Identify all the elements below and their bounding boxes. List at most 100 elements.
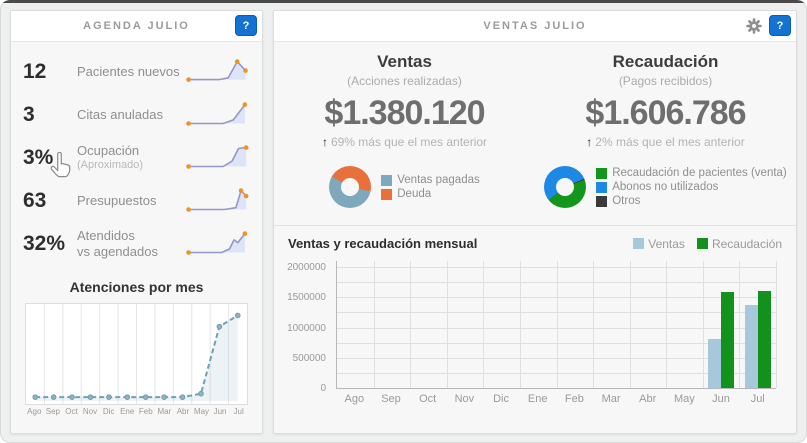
ventas-subheading: (Acciones realizadas) (347, 74, 462, 88)
month-label: Nov (82, 407, 98, 416)
month-label: Feb (564, 393, 584, 405)
ventas-donut-group: Ventas pagadas Deuda (274, 163, 535, 211)
month-label: Dic (102, 407, 115, 416)
y-tick-label: 0 (320, 383, 326, 394)
metric-value: 12 (23, 59, 47, 83)
agenda-panel: AGENDA JULIO ? 12 Pacientes nuevos 3 Cit… (10, 10, 263, 434)
metric-pacientes-nuevos: 12 Pacientes nuevos (11, 50, 262, 93)
gridline (446, 261, 448, 388)
legend-label: Recaudación de pacientes (venta) (612, 167, 787, 179)
legend-item: Otros (596, 195, 787, 207)
sparkline-chart (186, 101, 250, 129)
month-label: Oct (65, 407, 78, 416)
legend-label: Deuda (397, 188, 432, 200)
bar-ventas-jun (708, 339, 722, 388)
recaudacion-donut-chart (544, 166, 587, 208)
legend-item: Recaudación (696, 236, 782, 251)
metric-label: Atendidos vs agendados (77, 227, 158, 259)
month-label: Mar (157, 407, 172, 416)
monthly-section-header: Ventas y recaudación mensual Ventas Recau… (274, 226, 796, 253)
bar-ventas-jul (744, 304, 758, 388)
gridline (702, 261, 704, 388)
up-arrow-icon: ↑ (321, 135, 328, 149)
legend-swatch (633, 238, 645, 249)
legend-label: Recaudación (711, 236, 782, 251)
metric-value: 3 (23, 102, 35, 126)
donuts-row: Ventas pagadas Deuda Recaudación de pacie… (274, 163, 796, 211)
bar-recaudación-jun (721, 292, 735, 388)
legend-label: Abonos no utilizados (612, 181, 719, 193)
monthly-bar-chart: 0 500000 1000000 1500000 2000000 Ago Sep Oct No… (287, 257, 782, 407)
legend-swatch (696, 238, 708, 249)
month-label: Jul (233, 407, 244, 416)
month-label: May (673, 393, 695, 405)
sparkline-chart (186, 144, 250, 172)
recaudacion-delta: ↑ 2% más que el mes anterior (586, 135, 745, 149)
mouse-cursor-pointer (50, 152, 71, 178)
legend-label: Otros (612, 195, 641, 207)
bar-chart-legend: Ventas Recaudación (633, 237, 782, 251)
summary-row: Ventas (Acciones realizadas) $1.380.120 … (274, 52, 796, 149)
month-label: Ene (527, 393, 548, 405)
month-label: Jul (750, 393, 765, 405)
recaudacion-amount: $1.606.786 (585, 94, 746, 132)
legend-item: Abonos no utilizados (596, 181, 787, 193)
metric-presupuestos: 63 Presupuestos (11, 179, 262, 222)
ventas-help-button[interactable]: ? (769, 15, 791, 36)
agenda-help-button[interactable]: ? (235, 15, 257, 36)
legend-item: Recaudación de pacientes (venta) (596, 167, 787, 179)
ventas-summary: Ventas (Acciones realizadas) $1.380.120 … (274, 52, 535, 149)
settings-gear-icon[interactable] (746, 18, 762, 34)
recaudacion-heading: Recaudación (612, 52, 719, 71)
sparkline-chart (186, 187, 250, 215)
legend-swatch (596, 195, 608, 207)
metric-label: Pacientes nuevos (77, 63, 180, 79)
gridline (556, 261, 558, 388)
gridline (373, 261, 375, 388)
gridline (629, 261, 631, 388)
ventas-delta: ↑ 69% más que el mes anterior (321, 135, 488, 149)
month-label: Jun (712, 393, 730, 405)
y-tick-label: 500000 (292, 352, 326, 364)
monthly-chart-title: Ventas y recaudación mensual (288, 236, 478, 251)
month-label: Abr (639, 393, 657, 405)
recaudacion-donut-legend: Recaudación de pacientes (venta) Abonos n… (596, 165, 787, 209)
recaudacion-summary: Recaudación (Pagos recibidos) $1.606.786… (535, 52, 796, 149)
agenda-panel-header: AGENDA JULIO ? (11, 11, 262, 42)
ventas-panel-title: VENTAS JULIO (483, 20, 587, 32)
y-tick-label: 1500000 (287, 292, 326, 304)
legend-swatch (596, 167, 608, 179)
metric-label: Presupuestos (77, 192, 157, 208)
metric-value: 32% (23, 231, 66, 255)
ventas-donut-legend: Ventas pagadas Deuda (381, 172, 480, 202)
month-label: Feb (138, 407, 153, 416)
sparkline-chart (186, 230, 250, 258)
gridline (410, 261, 412, 388)
metric-citas-anuladas: 3 Citas anuladas (11, 93, 262, 136)
recaudacion-subheading: (Pagos recibidos) (618, 74, 713, 88)
bar-chart-y-labels: 0 500000 1000000 1500000 2000000 (287, 261, 330, 394)
month-label: Dic (493, 393, 509, 405)
agenda-panel-title: AGENDA JULIO (83, 20, 190, 32)
month-label: Sep (45, 407, 60, 416)
agenda-metrics: 12 Pacientes nuevos 3 Citas anuladas 3% … (11, 42, 262, 265)
bar-chart-plot (336, 261, 777, 389)
metric-note: (Aproximado) (77, 158, 144, 171)
ventas-panel-header: VENTAS JULIO ? (274, 11, 796, 42)
atenciones-title: Atenciones por mes (69, 279, 204, 295)
legend-label: Ventas pagadas (397, 174, 480, 186)
metric-label: Ocupación (Aproximado) (77, 143, 186, 172)
ventas-heading: Ventas (377, 52, 432, 71)
month-label: Jun (213, 407, 227, 416)
gridline (519, 261, 521, 388)
month-label: May (193, 407, 210, 416)
month-label: Nov (454, 393, 475, 405)
metric-value: 3% (23, 145, 54, 169)
legend-swatch (596, 181, 608, 193)
atenciones-x-labels: Ago Sep Oct Nov Dic Ene Feb Mar Abr May Jun Jul (25, 407, 248, 416)
gridline (739, 261, 741, 388)
gridline (776, 261, 777, 388)
ventas-amount: $1.380.120 (324, 94, 485, 132)
up-arrow-icon: ↑ (586, 135, 593, 149)
